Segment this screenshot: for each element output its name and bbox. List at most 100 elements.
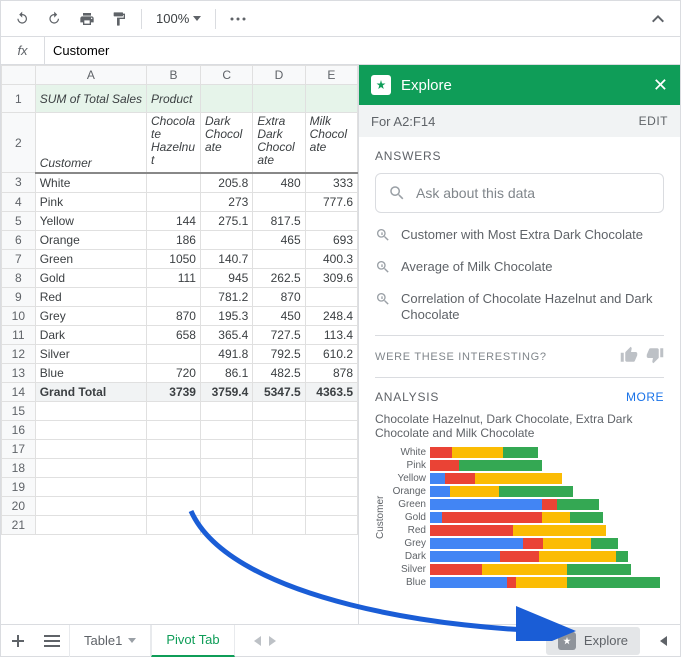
all-sheets-button[interactable] bbox=[35, 625, 69, 657]
row-header[interactable]: 14 bbox=[2, 382, 36, 401]
zoom-selector[interactable]: 100% bbox=[150, 7, 207, 31]
row-header[interactable]: 21 bbox=[2, 515, 36, 534]
cell[interactable]: 333 bbox=[305, 173, 357, 193]
cell[interactable]: Grey bbox=[35, 306, 146, 325]
cell[interactable]: Chocolate Hazelnut bbox=[147, 113, 201, 173]
cell[interactable]: 86.1 bbox=[200, 363, 252, 382]
cell[interactable] bbox=[147, 344, 201, 363]
tab-table1[interactable]: Table1 bbox=[69, 625, 151, 657]
cell[interactable]: 870 bbox=[147, 306, 201, 325]
column-header[interactable]: B bbox=[147, 66, 201, 85]
cell[interactable] bbox=[305, 287, 357, 306]
collapse-toolbar-button[interactable] bbox=[644, 5, 672, 33]
explore-button[interactable]: Explore bbox=[546, 627, 640, 655]
row-header[interactable]: 7 bbox=[2, 249, 36, 268]
row-header[interactable]: 5 bbox=[2, 211, 36, 230]
row-header[interactable]: 15 bbox=[2, 401, 36, 420]
row-header[interactable]: 19 bbox=[2, 477, 36, 496]
cell[interactable]: 465 bbox=[253, 230, 305, 249]
row-header[interactable]: 1 bbox=[2, 85, 36, 113]
cell[interactable]: 878 bbox=[305, 363, 357, 382]
cell[interactable]: 720 bbox=[147, 363, 201, 382]
cell[interactable]: 870 bbox=[253, 287, 305, 306]
cell[interactable]: Blue bbox=[35, 363, 146, 382]
suggestion-item[interactable]: Correlation of Chocolate Hazelnut and Da… bbox=[375, 291, 664, 323]
column-header[interactable]: C bbox=[200, 66, 252, 85]
suggestion-item[interactable]: Average of Milk Chocolate bbox=[375, 259, 664, 279]
cell[interactable]: 945 bbox=[200, 268, 252, 287]
cell[interactable]: 113.4 bbox=[305, 325, 357, 344]
cell[interactable]: 781.2 bbox=[200, 287, 252, 306]
cell[interactable]: 727.5 bbox=[253, 325, 305, 344]
cell[interactable]: 658 bbox=[147, 325, 201, 344]
cell[interactable] bbox=[200, 230, 252, 249]
suggestion-item[interactable]: Customer with Most Extra Dark Chocolate bbox=[375, 227, 664, 247]
redo-button[interactable] bbox=[41, 5, 69, 33]
row-header[interactable]: 10 bbox=[2, 306, 36, 325]
cell[interactable]: Grand Total bbox=[35, 382, 146, 401]
row-header[interactable]: 4 bbox=[2, 192, 36, 211]
cell[interactable] bbox=[147, 192, 201, 211]
cell[interactable] bbox=[253, 192, 305, 211]
cell[interactable]: 480 bbox=[253, 173, 305, 193]
cell[interactable]: 5347.5 bbox=[253, 382, 305, 401]
cell[interactable]: 693 bbox=[305, 230, 357, 249]
cell[interactable]: 777.6 bbox=[305, 192, 357, 211]
cell[interactable]: 400.3 bbox=[305, 249, 357, 268]
cell[interactable]: 262.5 bbox=[253, 268, 305, 287]
cell[interactable]: Green bbox=[35, 249, 146, 268]
cell[interactable]: 186 bbox=[147, 230, 201, 249]
column-header[interactable]: A bbox=[35, 66, 146, 85]
ask-input[interactable]: Ask about this data bbox=[375, 173, 664, 213]
cell[interactable]: 792.5 bbox=[253, 344, 305, 363]
cell[interactable]: Customer bbox=[35, 113, 146, 173]
print-button[interactable] bbox=[73, 5, 101, 33]
formula-input[interactable] bbox=[45, 37, 680, 64]
thumbs-down-button[interactable] bbox=[646, 346, 664, 367]
row-header[interactable]: 3 bbox=[2, 173, 36, 193]
cell[interactable]: 309.6 bbox=[305, 268, 357, 287]
cell[interactable]: 273 bbox=[200, 192, 252, 211]
tab-pivot[interactable]: Pivot Tab bbox=[151, 625, 234, 657]
cell[interactable]: 248.4 bbox=[305, 306, 357, 325]
cell[interactable] bbox=[147, 287, 201, 306]
cell[interactable]: 111 bbox=[147, 268, 201, 287]
cell[interactable]: Product bbox=[147, 85, 201, 113]
undo-button[interactable] bbox=[9, 5, 37, 33]
cell[interactable] bbox=[147, 173, 201, 193]
cell[interactable]: 195.3 bbox=[200, 306, 252, 325]
collapse-explore-button[interactable] bbox=[646, 625, 680, 657]
cell[interactable]: Pink bbox=[35, 192, 146, 211]
edit-range-button[interactable]: EDIT bbox=[639, 114, 668, 128]
cell[interactable]: 4363.5 bbox=[305, 382, 357, 401]
more-link[interactable]: MORE bbox=[626, 390, 664, 404]
cell[interactable]: 482.5 bbox=[253, 363, 305, 382]
row-header[interactable]: 20 bbox=[2, 496, 36, 515]
cell[interactable]: Dark Chocolate bbox=[200, 113, 252, 173]
cell[interactable]: Gold bbox=[35, 268, 146, 287]
row-header[interactable]: 6 bbox=[2, 230, 36, 249]
spreadsheet-area[interactable]: ABCDE1SUM of Total SalesProduct2Customer… bbox=[1, 65, 358, 624]
row-header[interactable]: 9 bbox=[2, 287, 36, 306]
cell[interactable]: Orange bbox=[35, 230, 146, 249]
cell[interactable]: 450 bbox=[253, 306, 305, 325]
cell[interactable] bbox=[305, 211, 357, 230]
cell[interactable]: 610.2 bbox=[305, 344, 357, 363]
cell[interactable]: White bbox=[35, 173, 146, 193]
column-header[interactable]: E bbox=[305, 66, 357, 85]
cell[interactable]: Yellow bbox=[35, 211, 146, 230]
row-header[interactable]: 18 bbox=[2, 458, 36, 477]
row-header[interactable]: 8 bbox=[2, 268, 36, 287]
cell[interactable]: 3739 bbox=[147, 382, 201, 401]
paint-format-button[interactable] bbox=[105, 5, 133, 33]
cell[interactable]: 491.8 bbox=[200, 344, 252, 363]
cell[interactable]: SUM of Total Sales bbox=[35, 85, 146, 113]
cell[interactable]: Milk Chocolate bbox=[305, 113, 357, 173]
close-button[interactable]: ✕ bbox=[653, 75, 668, 96]
cell[interactable]: 1050 bbox=[147, 249, 201, 268]
cell[interactable]: 144 bbox=[147, 211, 201, 230]
cell[interactable]: Dark bbox=[35, 325, 146, 344]
more-button[interactable] bbox=[224, 5, 252, 33]
thumbs-up-button[interactable] bbox=[620, 346, 638, 367]
column-header[interactable]: D bbox=[253, 66, 305, 85]
